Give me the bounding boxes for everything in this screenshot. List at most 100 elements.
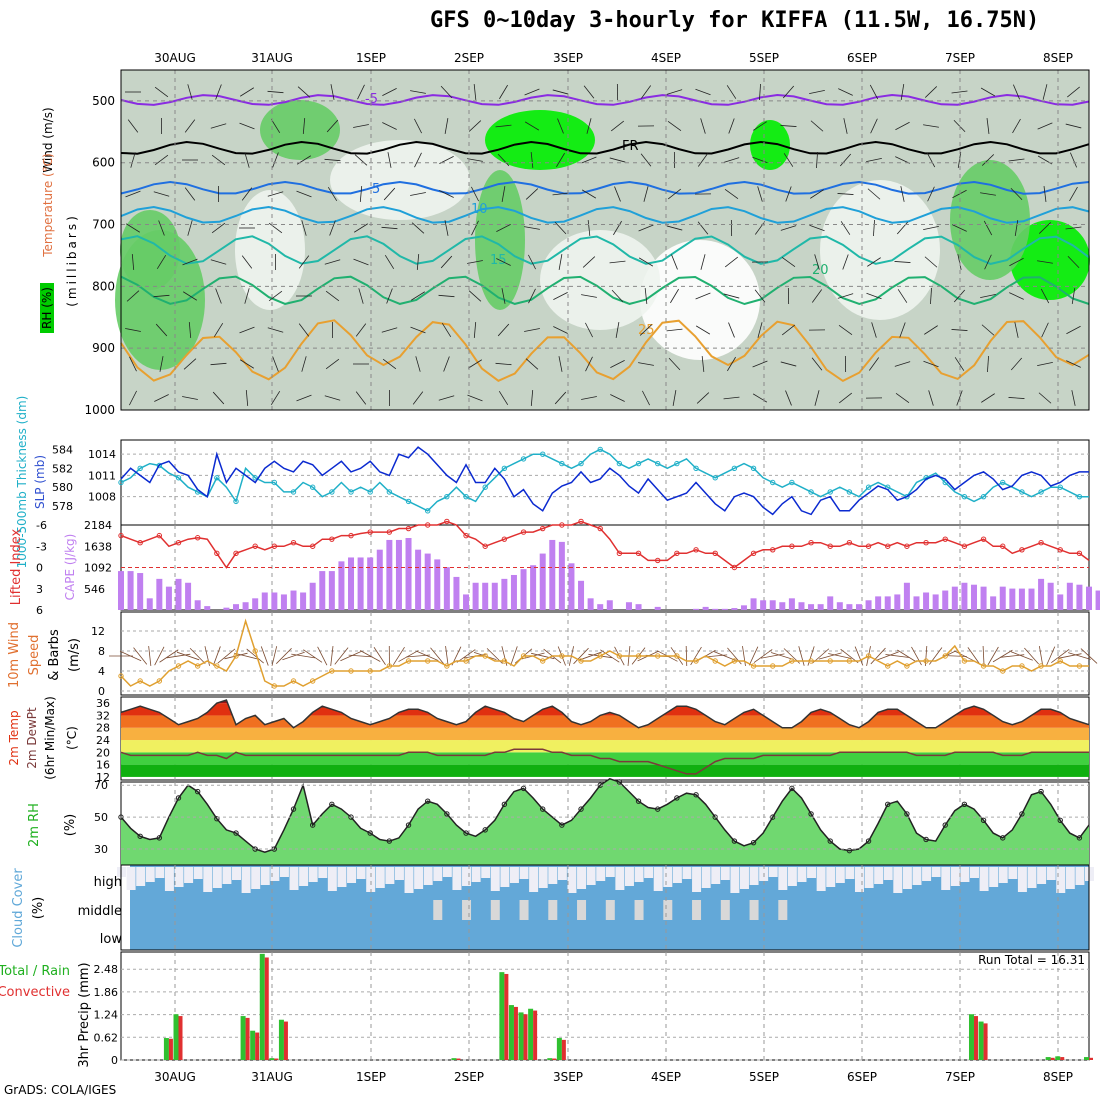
cape-bar	[521, 569, 527, 610]
lifted-index-line	[121, 522, 1089, 568]
cape-bar	[463, 594, 469, 610]
cloud-middle-gap	[692, 900, 701, 920]
cape-bar	[243, 602, 249, 610]
cloud-middle-gap	[462, 900, 471, 920]
lifted-index-tick-label: 6	[36, 604, 43, 617]
cape-bar	[1076, 585, 1082, 610]
cloud-high-gap	[433, 867, 442, 881]
cloud-high-gap	[893, 867, 902, 893]
cloud-high-gap	[615, 867, 624, 890]
cloud-high-gap	[414, 867, 423, 889]
wind-barb	[686, 646, 687, 666]
cloud-middle-gap	[663, 900, 672, 920]
precip-convective-bar	[1089, 1058, 1093, 1060]
cloud-high-gap	[357, 867, 366, 879]
wind-barb	[190, 648, 205, 663]
cloud-high-gap	[635, 867, 644, 882]
temperature-band	[121, 740, 1089, 752]
cloud-high-gap	[558, 867, 567, 880]
cape-bar	[1019, 589, 1025, 610]
slp-tick-label: 1014	[88, 448, 116, 461]
day-label-top: 6SEP	[847, 51, 877, 65]
temperature-tick-label: 20	[96, 746, 110, 759]
cloud-high-gap	[769, 867, 778, 877]
credit-label: GrADS: COLA/IGES	[4, 1083, 116, 1097]
cape-bar	[636, 604, 642, 610]
cape-bar	[233, 604, 239, 610]
day-label-top: 1SEP	[356, 51, 386, 65]
cape-bar	[846, 604, 852, 610]
cloud-high-gap	[577, 867, 586, 889]
day-label-top: 2SEP	[454, 51, 484, 65]
cloud-high-gap	[951, 867, 960, 886]
cloud-high-gap	[280, 867, 289, 877]
cloud-high-gap	[1037, 867, 1046, 884]
cape-tick-label: 1638	[84, 540, 112, 553]
cape-bar	[291, 591, 297, 610]
cape-bar	[377, 550, 383, 610]
cloud-high-gap	[836, 867, 845, 883]
wind-tick-label: 12	[91, 625, 105, 638]
cape-bar	[348, 557, 354, 610]
cape-bar	[655, 607, 661, 610]
chart-title: GFS 0~10day 3-hourly for KIFFA (11.5W, 1…	[430, 8, 1039, 33]
cape-bar	[396, 540, 402, 610]
cloud-high-gap	[472, 867, 481, 882]
cloud-high-gap	[960, 867, 969, 882]
cloud-high-gap	[999, 867, 1008, 883]
precip-convective-bar	[274, 1059, 278, 1060]
cape-bar	[722, 609, 728, 610]
cloud-high-gap	[903, 867, 912, 889]
cloud-high-gap	[644, 867, 653, 878]
cloud-high-gap	[1027, 867, 1036, 888]
cape-bar	[703, 607, 709, 610]
temperature-tick-label: 24	[96, 734, 110, 747]
pressure-tick-label: 800	[92, 279, 115, 293]
cape-bar	[204, 606, 210, 610]
cape-bar	[492, 583, 498, 610]
cape-bar	[952, 587, 958, 610]
precip-total-bar	[174, 1014, 179, 1060]
precip-total-bar	[250, 1031, 255, 1060]
cape-bar	[933, 594, 939, 610]
cloud-high-gap	[941, 867, 950, 890]
cloud-high-gap	[165, 867, 174, 891]
cloud-high-gap	[778, 867, 787, 890]
wind-barb	[761, 654, 784, 658]
cape-bar	[990, 596, 996, 610]
cloud-row-label: middle	[78, 904, 122, 919]
rh-region	[485, 110, 595, 170]
cape-bar	[338, 561, 344, 610]
pressure-axis-label: (millibars)	[65, 213, 79, 307]
wind-tick-label: 4	[98, 665, 105, 678]
cloud-high-gap	[184, 867, 193, 883]
cape-bar	[818, 604, 824, 610]
cape-bar	[741, 605, 747, 610]
cloud-high-gap	[1008, 867, 1017, 879]
cape-bar	[195, 600, 201, 610]
cape-bar	[597, 604, 603, 610]
cloud-row-label: high	[94, 875, 122, 890]
cloud-high-gap	[721, 867, 730, 880]
cloud-high-gap	[395, 867, 404, 880]
cape-bar	[885, 596, 891, 610]
cloud-high-gap	[491, 867, 500, 891]
precip-convective-bar	[552, 1059, 556, 1060]
temperature-contour-label: 5	[372, 182, 380, 197]
cloud-high-gap	[136, 867, 145, 886]
precip-convective-bar	[504, 974, 508, 1060]
cloud-high-gap	[750, 867, 759, 885]
precip-total-bar	[241, 1016, 246, 1060]
cloud-high-gap	[309, 867, 318, 882]
cape-bar	[588, 598, 594, 610]
cloud-high-gap	[596, 867, 605, 881]
cloud-row-label: low	[100, 932, 123, 947]
cloud-high-gap	[251, 867, 260, 889]
day-label-bottom: 31AUG	[251, 1070, 293, 1084]
cape-bar	[482, 583, 488, 610]
cape-bar	[827, 596, 833, 610]
cape-axis-label: CAPE (J/kg)	[63, 534, 77, 601]
cape-bar	[530, 565, 536, 610]
cape-bar	[185, 583, 191, 610]
